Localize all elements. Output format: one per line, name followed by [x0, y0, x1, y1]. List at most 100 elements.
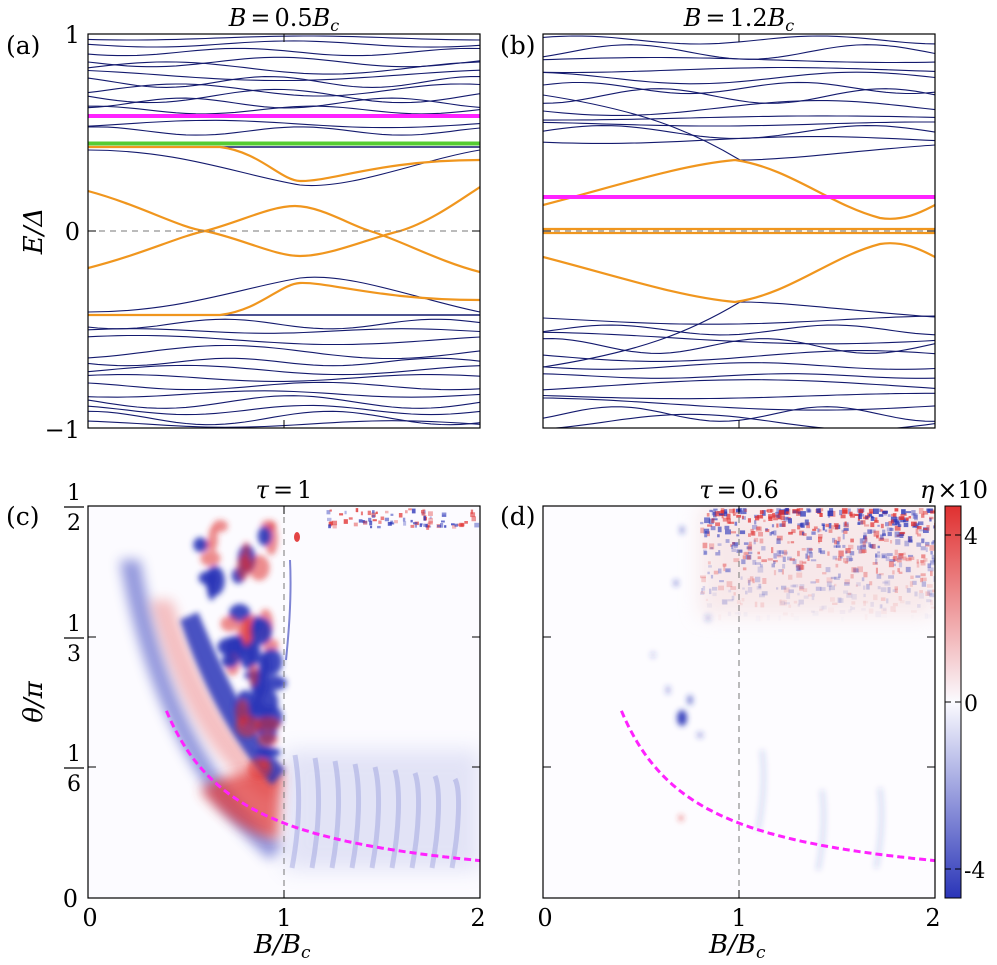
panel-d-noise-dot: [800, 511, 806, 517]
panel-d-xlabel: B/Bc: [708, 930, 766, 963]
panel-c-noise-dot: [358, 519, 363, 523]
panel-c-ytick-sixth: 1 6: [64, 742, 84, 797]
panel-d-noise-dot: [892, 589, 897, 592]
panel-d-noise-dot: [773, 530, 777, 536]
panel-d-noise-dot: [798, 599, 804, 605]
panel-d-noise-dot: [851, 594, 857, 600]
panel-d-noise-dot: [849, 551, 855, 556]
panel-d-noise-dot: [856, 582, 861, 587]
panel-d-noise-dot: [737, 508, 743, 512]
panel-b-bulk-level: [543, 324, 935, 336]
panel-d-xtick-1: 1: [731, 904, 746, 932]
panel-d-noise-dot: [830, 576, 837, 580]
panel-d-noise-dot: [732, 512, 739, 515]
panel-c-fragment: [254, 716, 281, 732]
panel-d-noise-dot: [828, 586, 831, 592]
panel-d-noise-dot: [700, 521, 704, 525]
panel-d-noise-dot: [897, 568, 900, 573]
panel-c-fragment: [257, 732, 279, 747]
panel-d-noise-dot: [843, 530, 848, 534]
panel-d-noise-dot: [754, 516, 760, 521]
panel-d-noise-dot: [903, 552, 906, 556]
panel-d-noise-dot: [827, 510, 834, 517]
panel-d-noise-dot: [880, 509, 883, 512]
panel-d-spot: [651, 652, 655, 658]
panel-d-noise-dot: [781, 521, 786, 527]
panel-c-fragment: [257, 526, 272, 546]
panel-a-bulk-level: [88, 410, 480, 426]
panel-d-noise-dot: [784, 600, 787, 606]
panel-c-noise-dot: [372, 514, 375, 518]
panel-c-fragment: [200, 550, 221, 567]
panel-c-noise-dot: [440, 523, 444, 528]
panel-d-noise-dot: [878, 573, 884, 576]
panel-d-noise-dot: [714, 511, 721, 517]
panel-d-noise-dot: [812, 528, 817, 531]
panel-d-noise-dot: [701, 588, 704, 593]
panel-d-noise-dot: [875, 611, 882, 618]
panel-d-noise-dot: [844, 582, 850, 586]
panel-d-noise-dot: [911, 521, 917, 527]
panel-d-noise-dot: [899, 600, 905, 604]
panel-d-noise-dot: [760, 602, 765, 608]
panel-d-noise-dot: [799, 522, 804, 528]
panel-c-noise-dot: [402, 517, 406, 522]
panel-d-noise-dot: [767, 508, 773, 513]
panel-d-top-noise: [700, 508, 935, 621]
panel-d-noise-dot: [767, 615, 770, 621]
panel-d-noise-dot: [894, 525, 901, 531]
panel-c-title: τ = 1: [256, 476, 313, 504]
panel-d-noise-dot: [727, 611, 732, 616]
panel-d-noise-dot: [830, 597, 835, 602]
panel-d-noise-dot: [747, 555, 751, 560]
panel-c-noise-dot: [375, 511, 378, 515]
panel-d-noise-dot: [890, 519, 895, 524]
panel-d-noise-dot: [907, 536, 913, 542]
panel-d-noise-dot: [884, 538, 889, 542]
panel-d-noise-dot: [853, 569, 860, 574]
panel-c-noise-dot: [410, 519, 413, 523]
panel-a-title: B = 0.5Bc: [228, 4, 340, 35]
panel-d-noise-dot: [895, 539, 901, 545]
panel-c-noise-dot: [367, 510, 371, 516]
panel-d-noise-dot: [757, 551, 760, 555]
panel-c-noise-dot: [328, 521, 333, 527]
panel-d-noise-dot: [900, 514, 905, 520]
panel-d-noise-dot: [805, 553, 809, 559]
panel-c-noise-dot: [326, 510, 331, 515]
panel-c-outer-band: [120, 560, 282, 860]
panel-d-noise-dot: [725, 568, 731, 573]
panel-d-noise-dot: [722, 599, 728, 605]
panel-d-noise-dot: [807, 594, 812, 597]
panel-d-noise-dot: [931, 557, 935, 561]
panel-b-andreev-level: [543, 158, 935, 220]
panel-d-noise-dot: [771, 547, 774, 554]
panel-d-noise-dot: [850, 513, 855, 518]
panel-c-fragment: [217, 637, 243, 657]
panel-d-critical-line: [620, 710, 935, 863]
panel-d-noise-dot: [771, 531, 774, 535]
panel-d-noise-dot: [932, 540, 935, 543]
panel-d-noise-dot: [882, 529, 886, 535]
panel-d-noise-dot: [894, 588, 898, 593]
panel-a-bulk-level: [88, 328, 480, 334]
panel-a-bulk-level: [88, 119, 480, 129]
panel-d-noise-dot: [733, 558, 740, 563]
panel-d-noise-dot: [920, 559, 924, 564]
panel-d-noise-dot: [700, 592, 705, 595]
panel-d-noise-dot: [857, 520, 863, 525]
panel-d-noise-dot: [865, 614, 868, 620]
panel-d-noise-dot: [801, 548, 806, 551]
panel-c-fragment: [221, 654, 238, 668]
panel-c-noise-dot: [332, 524, 337, 529]
panel-d-noise-dot: [811, 596, 815, 601]
panel-d-noise-dot: [771, 563, 775, 568]
panel-d-noise-dot: [923, 527, 929, 533]
panel-d-noise-dot: [864, 524, 870, 527]
panel-b-bulk-level: [543, 115, 935, 121]
panel-d-spot: [680, 526, 684, 534]
panel-c-noise-dot: [384, 517, 390, 522]
panel-d-noise-dot: [742, 515, 744, 519]
panel-d-noise-dot: [741, 598, 745, 602]
panel-d-noise-dot: [768, 516, 773, 521]
